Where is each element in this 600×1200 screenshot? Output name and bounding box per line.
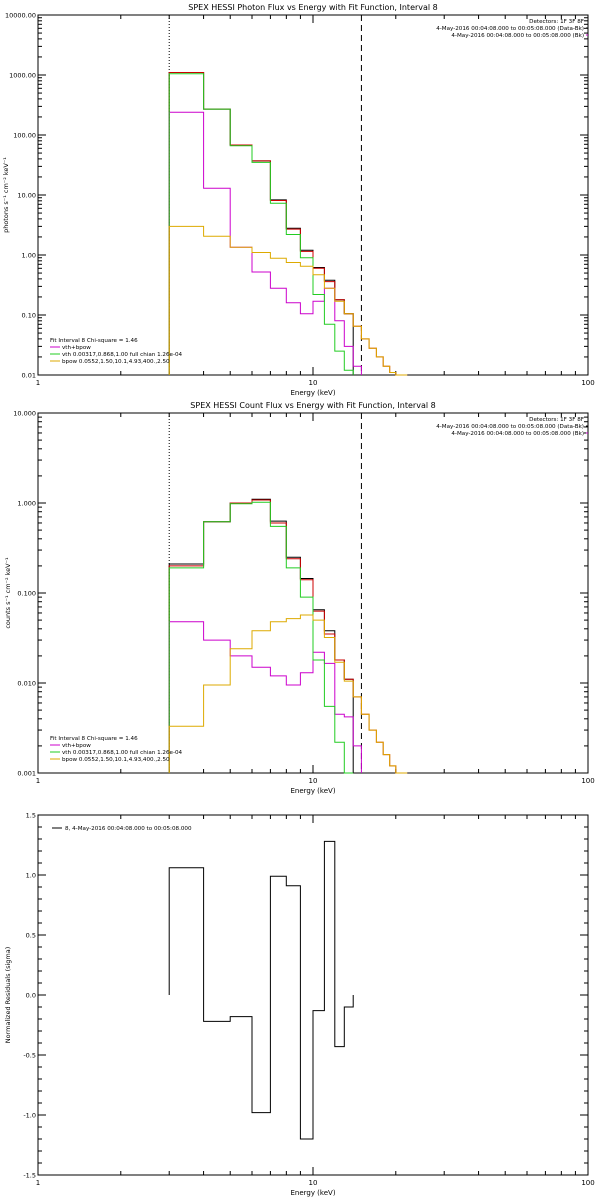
series-1-3 [168, 111, 362, 375]
header-line: 4-May-2016 00:04:08.000 to 00:05:08.000 … [436, 26, 584, 32]
fit-label: Fit Interval 8 Chi-square = 1.46 [50, 338, 138, 344]
chart-title-2: SPEX HESSI Count Flux vs Energy with Fit… [190, 401, 435, 410]
y-tick-label: 10.000 [13, 410, 36, 418]
header-line: 4-May-2016 00:04:08.000 to 00:05:08.000 … [436, 424, 584, 430]
legend-entry: 8, 4-May-2016 00:04:08.000 to 00:05:08.0… [65, 826, 192, 832]
y-tick-label: -0.5 [23, 1052, 36, 1060]
y-tick-label: 10000.00 [5, 12, 36, 20]
y-axis-label-2: counts s⁻¹ cm⁻² keV⁻¹ [4, 557, 12, 629]
y-tick-label: 0.100 [17, 590, 36, 598]
x-tick-label: 100 [581, 379, 594, 387]
y-tick-label: 0.10 [22, 312, 36, 320]
legend-entry: vth 0.00317,0.868,1.00 full chian 1.26e-… [62, 750, 183, 756]
x-tick-label: 10 [309, 379, 318, 387]
y-axis-label-3: Normalized Residuals (sigma) [4, 947, 12, 1044]
header-line: Detectors: 1F 3F 8F [529, 19, 584, 25]
chart-title-1: SPEX HESSI Photon Flux vs Energy with Fi… [188, 3, 438, 12]
legend-entry: bpow 0.0552,1.50,10.1,4.93,400.,2.50 [62, 359, 170, 365]
y-tick-label: -1.5 [23, 1172, 36, 1180]
series-2-1 [168, 498, 354, 773]
series-2-4 [168, 501, 354, 774]
y-tick-label: -1.0 [23, 1112, 36, 1120]
header-line: 4-May-2016 00:04:08.000 to 00:05:08.000 … [451, 33, 584, 39]
series-2-3 [168, 621, 362, 773]
y-tick-label: 10.00 [17, 192, 36, 200]
x-tick-label: 10 [309, 1179, 318, 1187]
series-1-1 [168, 72, 354, 375]
x-tick-label: 100 [581, 1179, 594, 1187]
y-tick-label: 0.001 [17, 770, 36, 778]
x-axis-label-1: Energy (keV) [290, 389, 335, 397]
legend-entry: vth+bpow [62, 743, 91, 749]
legend-entry: vth+bpow [62, 345, 91, 351]
y-tick-label: 1.0 [26, 872, 36, 880]
y-tick-label: 1.000 [17, 500, 36, 508]
x-tick-label: 1 [36, 777, 40, 785]
x-tick-label: 100 [581, 777, 594, 785]
y-tick-label: 1.00 [22, 252, 36, 260]
y-tick-label: 0.5 [26, 932, 36, 940]
x-axis-label-3: Energy (keV) [290, 1189, 335, 1197]
series-2-2 [168, 499, 408, 774]
series-1-2 [168, 72, 408, 376]
x-tick-label: 1 [36, 1179, 40, 1187]
header-line: Detectors: 1F 3F 8F [529, 417, 584, 423]
x-tick-label: 10 [309, 777, 318, 785]
header-line: 4-May-2016 00:04:08.000 to 00:05:08.000 … [451, 431, 584, 437]
x-tick-label: 1 [36, 379, 40, 387]
y-tick-label: 1.5 [26, 812, 36, 820]
x-axis-label-2: Energy (keV) [290, 787, 335, 795]
series-3-1 [168, 840, 354, 1140]
series-1-4 [168, 73, 354, 375]
y-tick-label: 0.01 [22, 372, 36, 380]
series-1-5 [168, 225, 408, 376]
y-tick-label: 100.00 [13, 132, 36, 140]
y-axis-label-1: photons s⁻¹ cm⁻² keV⁻¹ [2, 157, 10, 233]
y-tick-label: 1000.00 [9, 72, 36, 80]
fit-label: Fit Interval 8 Chi-square = 1.46 [50, 736, 138, 742]
legend-entry: vth 0.00317,0.868,1.00 full chian 1.26e-… [62, 352, 183, 358]
y-tick-label: 0.010 [17, 680, 36, 688]
legend-entry: bpow 0.0552,1.50,10.1,4.93,400.,2.50 [62, 757, 170, 763]
series-2-5 [168, 614, 408, 774]
plot-frame-1 [37, 14, 589, 376]
y-tick-label: 0.0 [26, 992, 36, 1000]
